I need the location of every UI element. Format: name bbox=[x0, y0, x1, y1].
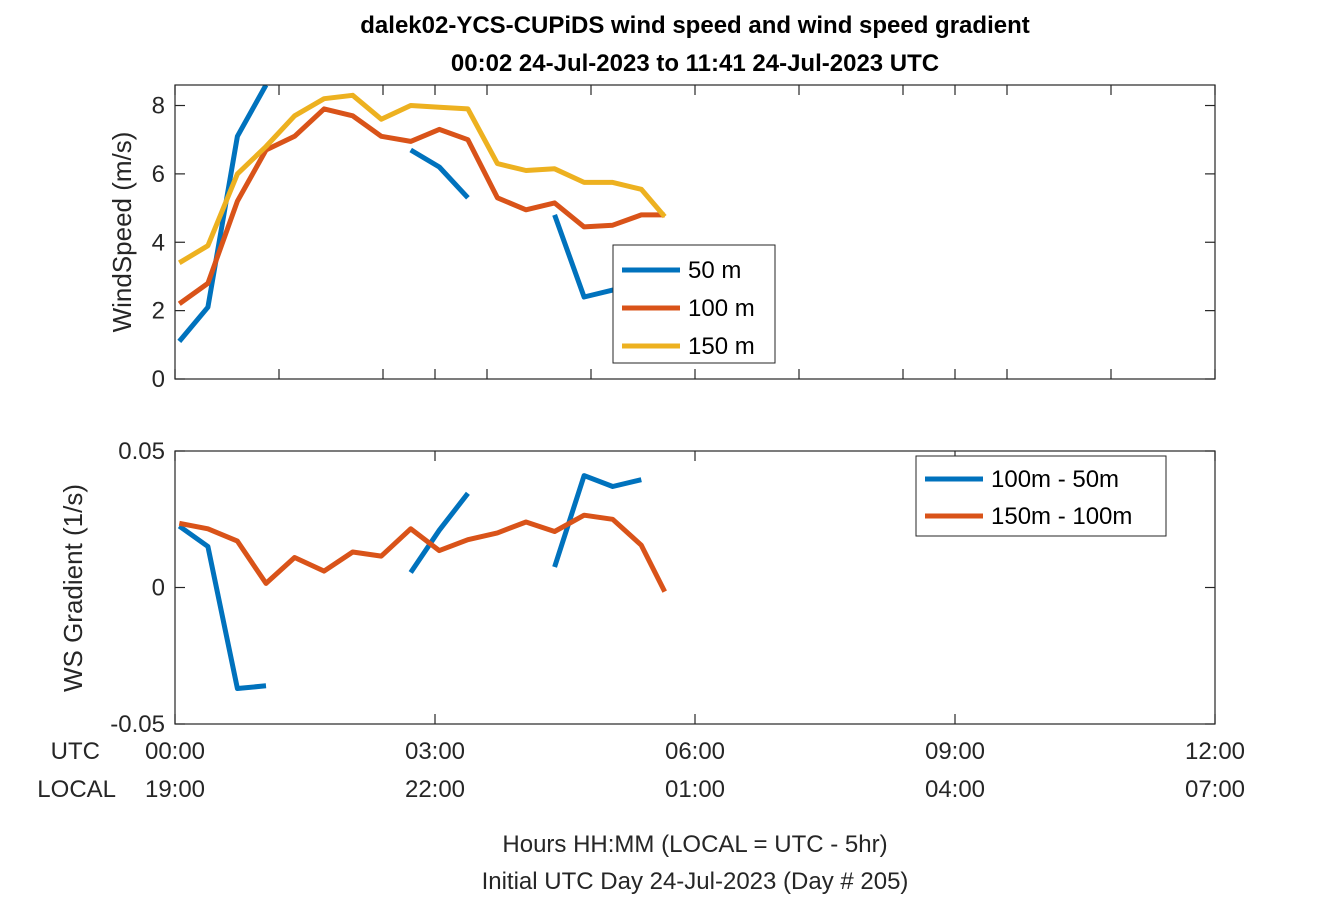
gradient-legend-label-0: 100m - 50m bbox=[991, 466, 1119, 493]
gradient-y-tick-label-1: 0 bbox=[152, 575, 165, 602]
utc-tick-label-0: 00:00 bbox=[145, 738, 205, 765]
utc-tick-label-4: 12:00 bbox=[1185, 738, 1245, 765]
windspeed-series-1-segment-0 bbox=[177, 106, 665, 306]
windspeed-y-tick-label-4: 8 bbox=[152, 93, 165, 120]
windspeed-y-tick-label-0: 0 bbox=[152, 366, 165, 393]
gradient-legend: 100m - 50m 150m - 100m bbox=[915, 455, 1167, 537]
windspeed-legend-label-1: 100 m bbox=[688, 295, 755, 322]
windspeed-legend-label-0: 50 m bbox=[688, 257, 741, 284]
gradient-series-0-segment-1 bbox=[408, 491, 470, 574]
gradient-y-tick-label-2: 0.05 bbox=[118, 438, 165, 465]
gradient-series-layer bbox=[177, 473, 667, 691]
windspeed-legend-label-2: 150 m bbox=[688, 333, 755, 360]
windspeed-series-2-segment-0 bbox=[178, 92, 667, 265]
figure-title-line2: 00:02 24-Jul-2023 to 11:41 24-Jul-2023 U… bbox=[451, 50, 939, 77]
gradient-series-1-segment-0 bbox=[178, 512, 667, 593]
gradient-series-0-segment-2 bbox=[552, 473, 642, 568]
windspeed-tick-layer: 0 2 4 6 8 bbox=[152, 85, 1216, 393]
figure-title-line1: dalek02-YCS-CUPiDS wind speed and wind s… bbox=[360, 12, 1029, 39]
windspeed-y-tick-label-1: 2 bbox=[152, 298, 165, 325]
local-tick-label-4: 07:00 bbox=[1185, 776, 1245, 803]
footer-line1: Hours HH:MM (LOCAL = UTC - 5hr) bbox=[502, 831, 887, 858]
utc-tick-label-2: 06:00 bbox=[665, 738, 725, 765]
gradient-y-axis-label: WS Gradient (1/s) bbox=[58, 484, 88, 692]
gradient-legend-box bbox=[915, 455, 1167, 537]
utc-tick-label-3: 09:00 bbox=[925, 738, 985, 765]
windspeed-series-0-segment-0 bbox=[177, 85, 269, 344]
utc-row-label: UTC bbox=[51, 738, 100, 765]
windspeed-y-tick-label-3: 6 bbox=[152, 161, 165, 188]
windspeed-legend: 50 m 100 m 150 m bbox=[612, 244, 776, 364]
windspeed-panel: 0 2 4 6 8 WindSpeed (m/s) 50 m 100 m 150 m bbox=[107, 84, 1216, 393]
windspeed-series-0-segment-1 bbox=[409, 147, 470, 200]
gradient-tick-layer: -0.05 0 0.05 bbox=[110, 438, 1216, 738]
gradient-legend-label-1: 150m - 100m bbox=[991, 503, 1132, 530]
local-tick-label-3: 04:00 bbox=[925, 776, 985, 803]
local-tick-label-2: 01:00 bbox=[665, 776, 725, 803]
gradient-series-0-segment-0 bbox=[177, 524, 267, 691]
time-tick-labels: 00:00 03:00 06:00 09:00 12:00 19:00 22:00 01:00… bbox=[145, 738, 1245, 803]
windspeed-legend-box bbox=[612, 244, 776, 364]
local-row-label: LOCAL bbox=[37, 776, 116, 803]
utc-tick-label-1: 03:00 bbox=[405, 738, 465, 765]
windspeed-series-layer bbox=[177, 85, 667, 344]
local-tick-label-0: 19:00 bbox=[145, 776, 205, 803]
footer-line2: Initial UTC Day 24-Jul-2023 (Day # 205) bbox=[482, 868, 909, 895]
gradient-y-tick-label-0: -0.05 bbox=[110, 711, 165, 738]
windspeed-y-tick-label-2: 4 bbox=[152, 229, 165, 256]
windspeed-y-axis-label: WindSpeed (m/s) bbox=[107, 132, 137, 333]
local-tick-label-1: 22:00 bbox=[405, 776, 465, 803]
